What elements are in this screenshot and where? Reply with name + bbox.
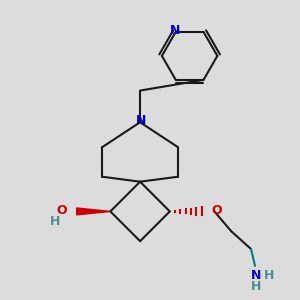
Text: H: H (50, 215, 60, 228)
Polygon shape (77, 208, 110, 215)
Text: N: N (169, 24, 180, 38)
Text: O: O (56, 204, 67, 217)
Text: H: H (264, 269, 274, 282)
Text: N: N (136, 114, 146, 127)
Text: N: N (251, 269, 261, 282)
Text: O: O (212, 204, 222, 217)
Text: H: H (251, 280, 261, 293)
